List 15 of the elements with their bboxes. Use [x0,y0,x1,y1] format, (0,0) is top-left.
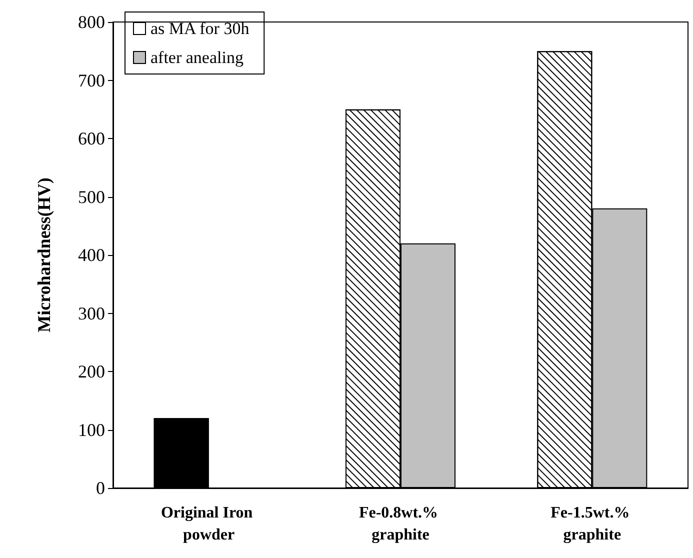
legend-label: after anealing [150,48,244,67]
y-tick-label: 0 [96,478,105,498]
y-axis-title: Microhardness(HV) [34,178,54,332]
x-tick-label: Fe-0.8wt.% graphite [358,504,442,544]
y-tick-label: 500 [78,186,105,207]
y-tick-label: 400 [78,245,105,265]
legend-label: as MA for 30h [150,19,250,38]
x-tick-label: Fe-1.5wt.% graphite [550,504,634,544]
y-tick-label: 800 [78,12,105,32]
y-tick-label: 600 [78,128,105,148]
y-tick-label: 700 [78,70,105,90]
y-tick-label: 100 [78,420,105,440]
x-tick-label: Original Iron powder [160,504,257,544]
y-tick-label: 200 [78,362,105,382]
y-tick-label: 300 [78,303,105,324]
